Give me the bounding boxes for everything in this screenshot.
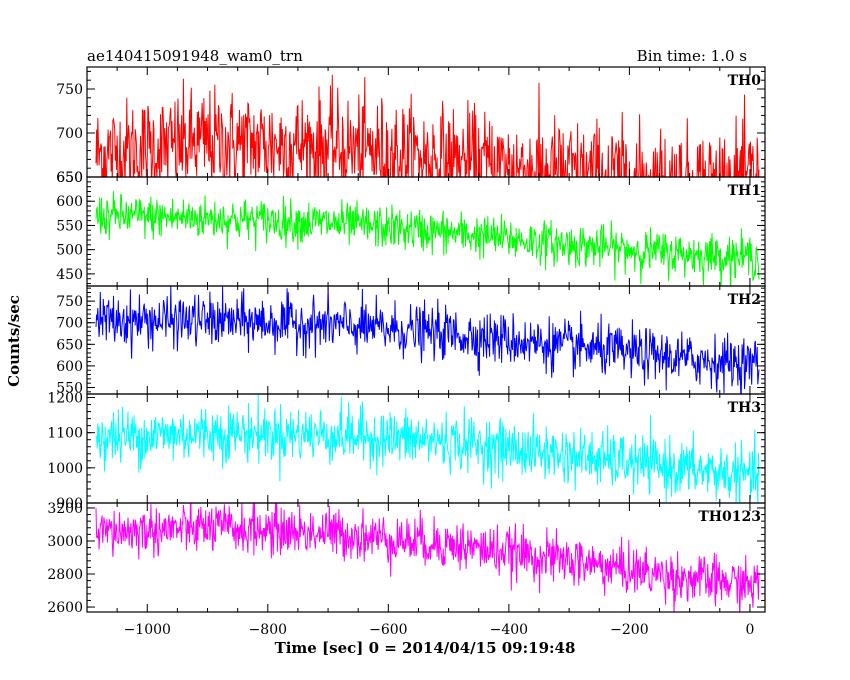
y-tick-label: 1200 <box>47 391 83 407</box>
panels-group: 650650700750TH0450500550600TH15506006507… <box>47 66 766 616</box>
x-tick-label: −200 <box>610 622 648 638</box>
y-tick-label: 1100 <box>47 426 83 442</box>
series-line-th1 <box>95 191 760 286</box>
bin-time-label: Bin time: 1.0 s <box>637 47 747 65</box>
panel-label: TH0 <box>728 73 762 89</box>
panel-th0123: 2600 2800 3000 3200 TH0123 <box>47 501 766 616</box>
y-axis-label: Counts/sec <box>5 295 23 387</box>
y-tick-label: 2800 <box>47 567 83 583</box>
panel-frame <box>86 502 766 613</box>
chart-title: ae140415091948_wam0_trn <box>87 47 303 65</box>
series-line-th2 <box>95 286 760 394</box>
y-tick-label: 450 <box>56 267 83 283</box>
y-tick-label: 750 <box>56 294 83 310</box>
y-tick-label: 550 <box>56 381 83 397</box>
panel-label: TH3 <box>728 400 761 416</box>
series-line-th0123 <box>95 503 760 612</box>
y-tick-label: 3200 <box>47 501 83 517</box>
x-tick-labels: −1000 −800 −600 −400 −200 0 <box>124 622 755 638</box>
y-tick-label: 700 <box>56 316 83 332</box>
y-tick-label: 700 <box>56 126 83 142</box>
y-tick-label: 650 <box>56 170 83 186</box>
x-tick-label: −800 <box>249 622 287 638</box>
y-tick-label: 750 <box>56 82 83 98</box>
panel-label: TH0123 <box>698 509 761 525</box>
y-tick-label: 2600 <box>47 600 83 616</box>
panel-th3: 900 1000 1100 1200 TH3 <box>47 391 766 512</box>
y-tick-label: 900 <box>56 496 83 512</box>
x-tick-label: −400 <box>490 622 528 638</box>
y-tick-label: 650 <box>56 170 83 186</box>
y-tick-label: 650 <box>56 337 83 353</box>
y-tick-label: 600 <box>56 194 83 210</box>
panel-th2: 550 600 650 700 750 TH2 <box>56 285 766 397</box>
series-line-th0 <box>95 74 760 177</box>
y-tick-label: 550 <box>56 218 83 234</box>
x-tick-label: 0 <box>745 622 754 638</box>
panel-label: TH2 <box>728 292 761 308</box>
x-tick-label: −1000 <box>124 622 171 638</box>
y-tick-label: 500 <box>56 243 83 259</box>
x-axis-label: Time [sec] 0 = 2014/04/15 09:19:48 <box>275 639 576 657</box>
y-tick-label: 3000 <box>47 534 83 550</box>
series-line-th3 <box>95 394 760 503</box>
panel-th1: 450 500 550 600 TH1 <box>56 176 766 287</box>
panel-label: TH1 <box>728 183 761 199</box>
y-tick-label: 600 <box>56 359 83 375</box>
x-tick-label: −600 <box>369 622 407 638</box>
y-tick-label: 1000 <box>47 461 83 477</box>
panel-frame <box>86 285 766 395</box>
